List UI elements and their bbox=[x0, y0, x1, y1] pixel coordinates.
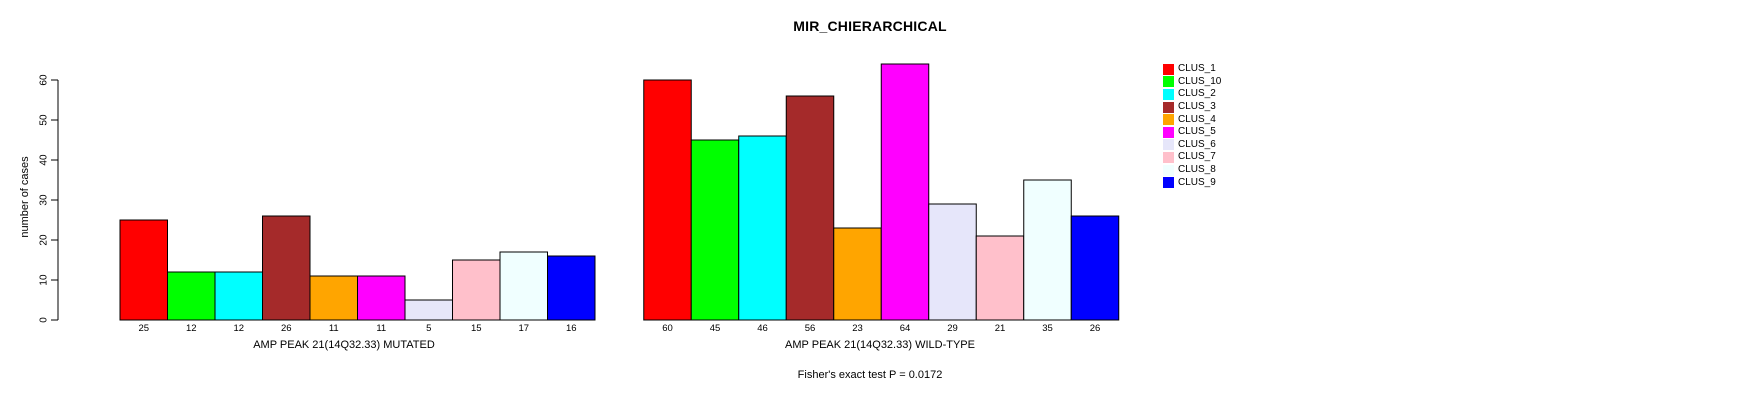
legend-label: CLUS_3 bbox=[1178, 101, 1216, 113]
bar-value-label: 12 bbox=[233, 323, 244, 334]
legend-swatch bbox=[1163, 76, 1174, 88]
legend-swatch bbox=[1163, 164, 1174, 176]
legend-item: CLUS_9 bbox=[1163, 176, 1221, 189]
legend-label: CLUS_2 bbox=[1178, 88, 1216, 100]
y-axis-label: number of cases bbox=[19, 156, 31, 238]
bar-CLUS_10 bbox=[690, 139, 740, 321]
y-axis-tick-label: 0 bbox=[39, 317, 50, 323]
x-axis-label-wildtype: AMP PEAK 21(14Q32.33) WILD-TYPE bbox=[785, 339, 975, 351]
bar-value-label: 15 bbox=[471, 323, 482, 334]
bar-CLUS_4 bbox=[309, 275, 358, 321]
x-axis-label-mutated: AMP PEAK 21(14Q32.33) MUTATED bbox=[253, 339, 435, 351]
bar-CLUS_7 bbox=[975, 235, 1025, 321]
bar-value-label: 64 bbox=[900, 323, 911, 334]
bar-CLUS_5 bbox=[880, 63, 930, 321]
bar-CLUS_8 bbox=[499, 251, 548, 321]
y-axis-tick-label: 20 bbox=[39, 234, 50, 246]
legend-label: CLUS_6 bbox=[1178, 138, 1216, 150]
legend-swatch bbox=[1163, 139, 1174, 151]
legend-swatch bbox=[1163, 126, 1174, 138]
legend: CLUS_1 CLUS_10 CLUS_2 CLUS_3 CLUS_4 CLUS_5 CLU… bbox=[1163, 63, 1221, 189]
bar-value-label: 5 bbox=[426, 323, 431, 334]
legend-swatch bbox=[1163, 177, 1174, 189]
legend-label: CLUS_8 bbox=[1178, 164, 1216, 176]
bar-value-label: 60 bbox=[662, 323, 673, 334]
legend-swatch bbox=[1163, 151, 1174, 163]
bar-value-label: 56 bbox=[805, 323, 816, 334]
bar-CLUS_3 bbox=[262, 215, 311, 321]
bar-CLUS_9 bbox=[1070, 215, 1120, 321]
bar-value-label: 17 bbox=[518, 323, 529, 334]
bar-CLUS_7 bbox=[452, 259, 501, 321]
bar-CLUS_1 bbox=[643, 79, 692, 321]
bar-value-label: 46 bbox=[757, 323, 768, 334]
y-axis-tick-label: 40 bbox=[39, 154, 50, 166]
legend-item: CLUS_3 bbox=[1163, 101, 1221, 114]
bar-value-label: 21 bbox=[995, 323, 1006, 334]
y-axis-tick-label: 60 bbox=[39, 74, 50, 86]
bar-value-label: 26 bbox=[1090, 323, 1101, 334]
bar-CLUS_2 bbox=[738, 135, 787, 321]
legend-item: CLUS_10 bbox=[1163, 76, 1221, 89]
bar-CLUS_9 bbox=[547, 255, 596, 321]
bar-value-label: 29 bbox=[947, 323, 958, 334]
bar-CLUS_6 bbox=[404, 299, 453, 321]
legend-label: CLUS_10 bbox=[1178, 75, 1222, 87]
bar-CLUS_8 bbox=[1023, 179, 1072, 321]
bar-value-label: 45 bbox=[710, 323, 721, 334]
legend-label: CLUS_7 bbox=[1178, 151, 1216, 163]
y-axis-tick-label: 30 bbox=[39, 194, 50, 206]
legend-item: CLUS_6 bbox=[1163, 139, 1221, 152]
bar-value-label: 11 bbox=[329, 323, 339, 334]
bar-value-label: 23 bbox=[852, 323, 863, 334]
legend-swatch bbox=[1163, 101, 1174, 113]
legend-label: CLUS_4 bbox=[1178, 113, 1216, 125]
y-axis-tick-label: 50 bbox=[39, 114, 50, 126]
legend-item: CLUS_2 bbox=[1163, 88, 1221, 101]
legend-swatch bbox=[1163, 114, 1174, 126]
bar-CLUS_6 bbox=[928, 203, 977, 321]
legend-label: CLUS_9 bbox=[1178, 176, 1216, 188]
bar-value-label: 16 bbox=[566, 323, 577, 334]
fisher-test-annotation: Fisher's exact test P = 0.0172 bbox=[797, 369, 943, 381]
legend-item: CLUS_8 bbox=[1163, 164, 1221, 177]
legend-label: CLUS_1 bbox=[1178, 63, 1216, 75]
legend-swatch bbox=[1163, 63, 1174, 75]
bar-CLUS_5 bbox=[357, 275, 406, 321]
chart-title: MIR_CHIERARCHICAL bbox=[793, 18, 947, 34]
bar-CLUS_10 bbox=[167, 271, 216, 321]
bar-value-label: 35 bbox=[1042, 323, 1053, 334]
legend-item: CLUS_4 bbox=[1163, 113, 1221, 126]
bar-value-label: 25 bbox=[138, 323, 149, 334]
bar-CLUS_4 bbox=[833, 227, 882, 321]
bar-CLUS_1 bbox=[119, 219, 168, 321]
legend-label: CLUS_5 bbox=[1178, 126, 1216, 138]
bar-CLUS_3 bbox=[785, 95, 835, 321]
bar-value-label: 11 bbox=[376, 323, 386, 334]
legend-swatch bbox=[1163, 88, 1174, 100]
legend-item: CLUS_5 bbox=[1163, 126, 1221, 139]
legend-item: CLUS_1 bbox=[1163, 63, 1221, 76]
bar-CLUS_2 bbox=[214, 271, 263, 321]
y-axis-tick-label: 10 bbox=[39, 274, 50, 286]
legend-item: CLUS_7 bbox=[1163, 151, 1221, 164]
bar-value-label: 26 bbox=[281, 323, 292, 334]
bar-value-label: 12 bbox=[186, 323, 197, 334]
